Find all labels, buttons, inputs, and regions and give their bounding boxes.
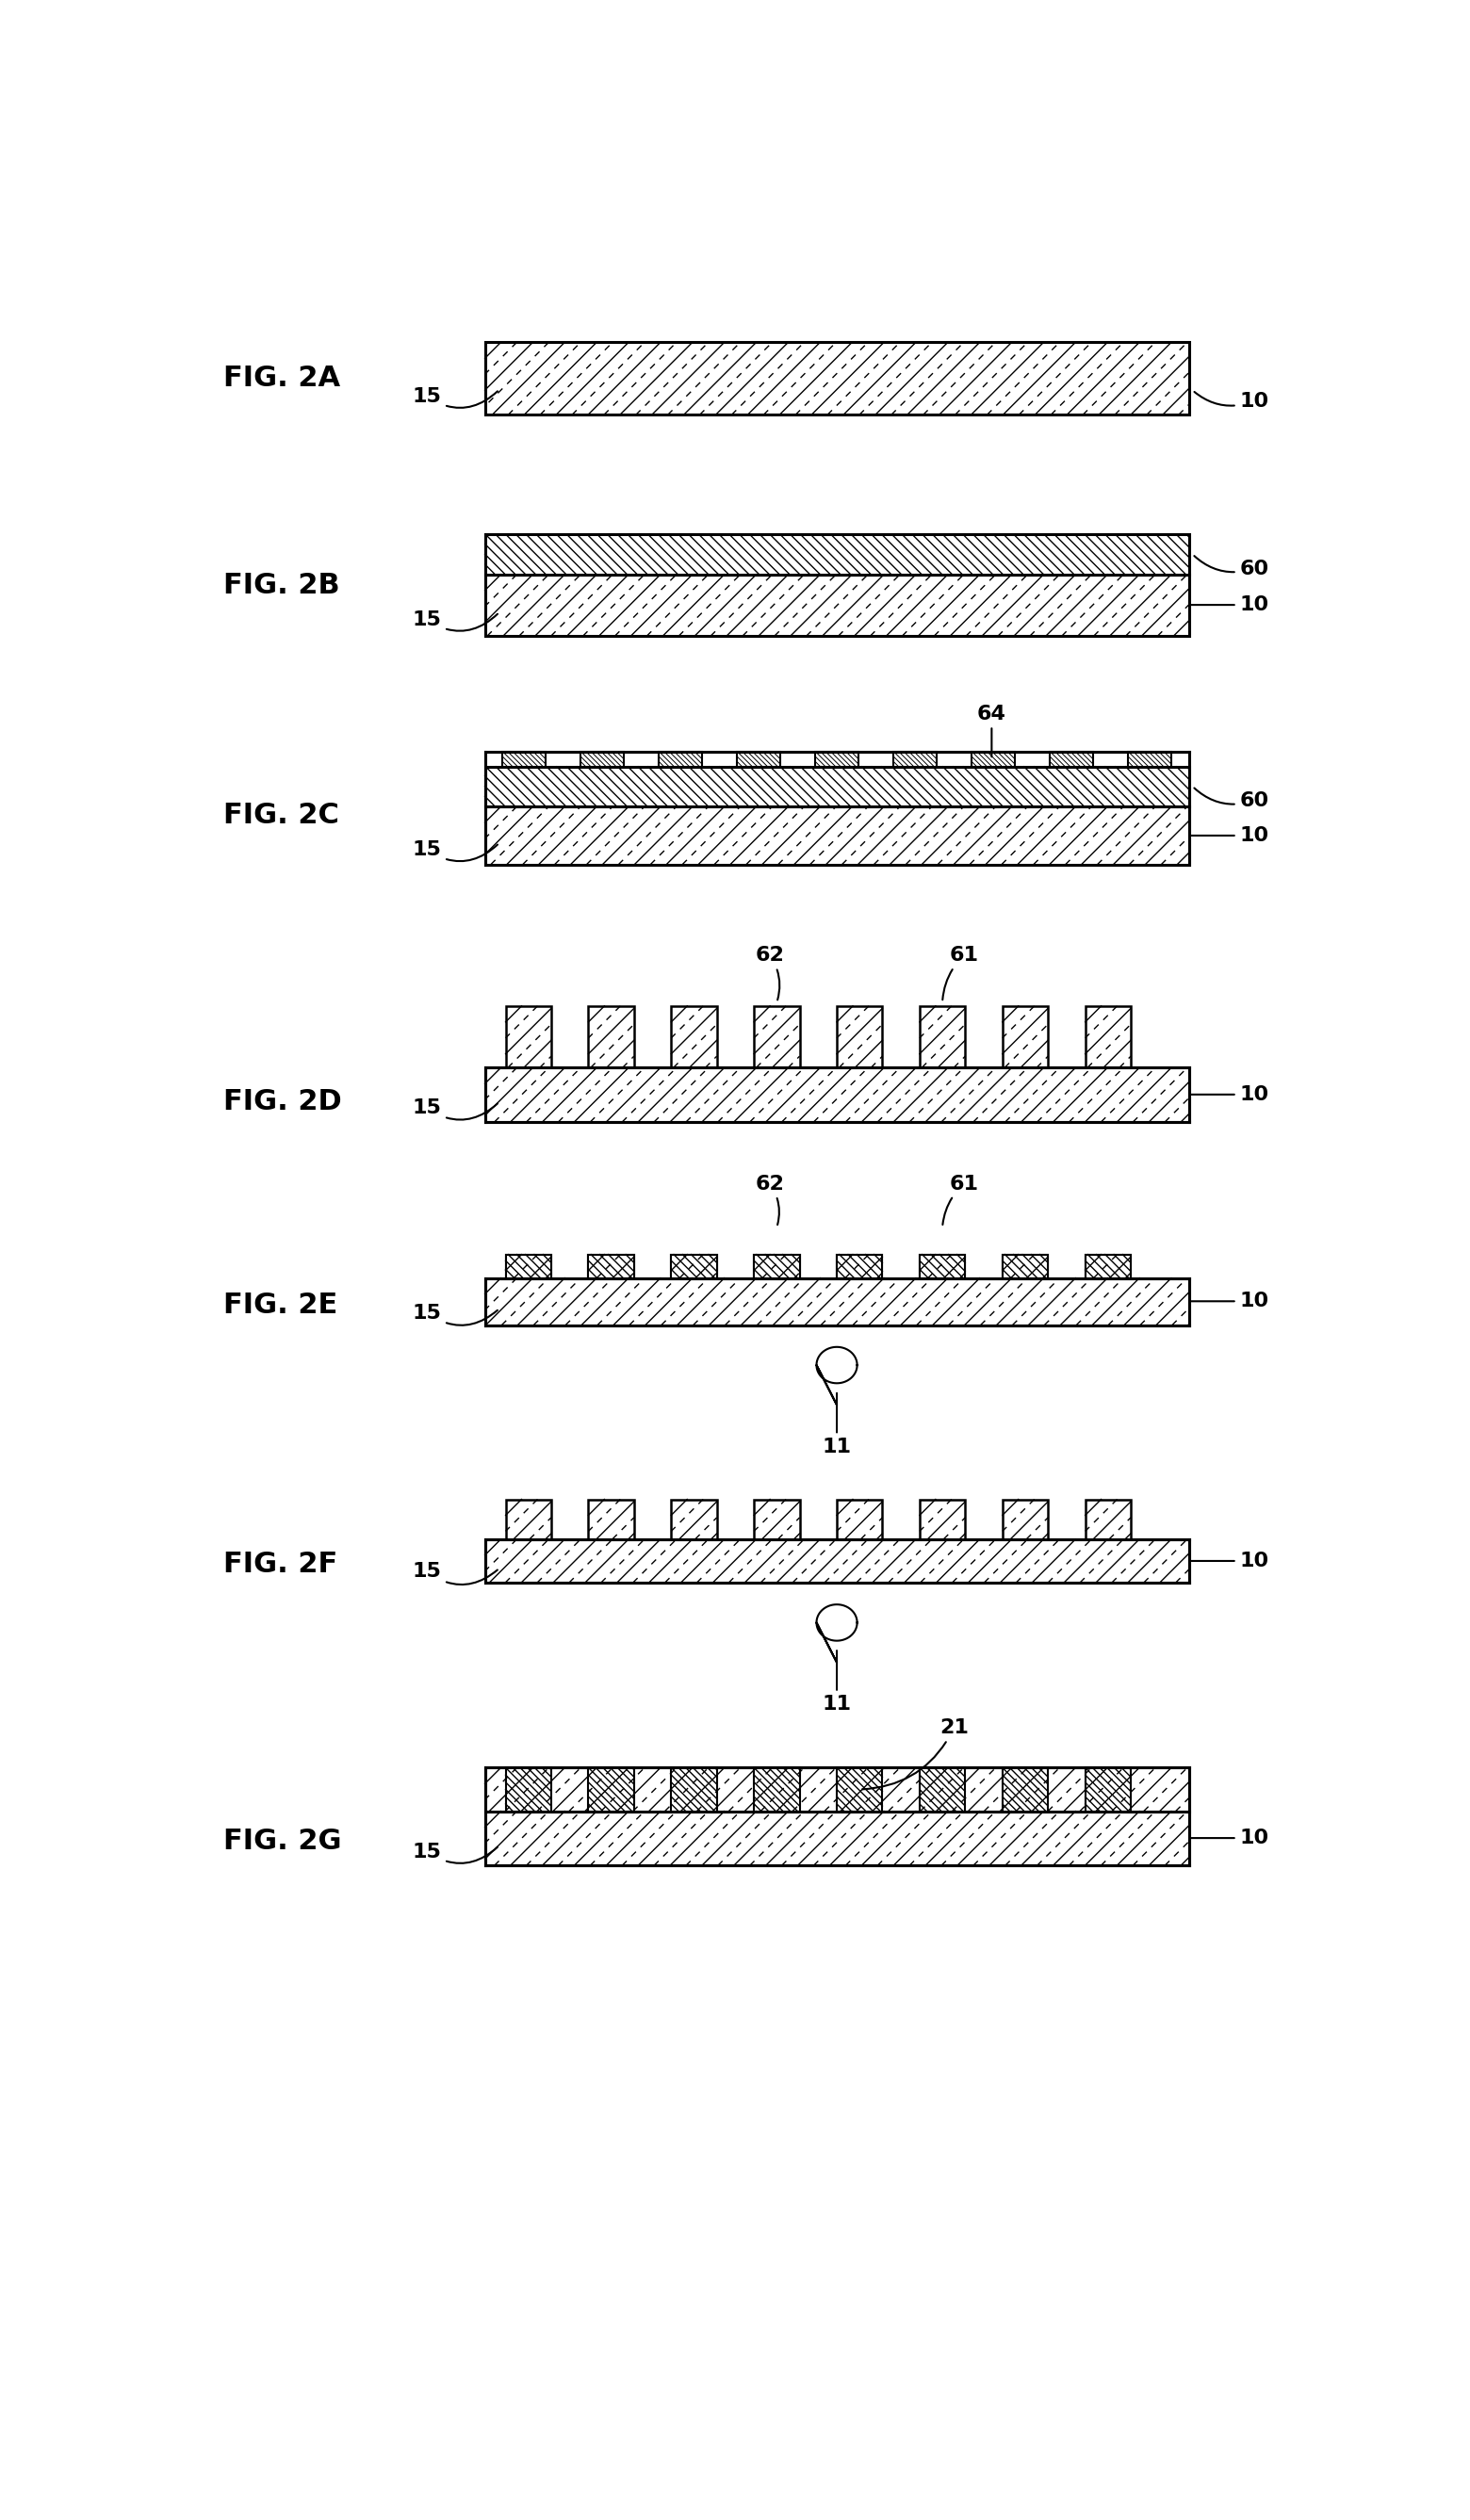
Bar: [1085, 1499, 1130, 1540]
Text: 15: 15: [412, 1303, 497, 1326]
Bar: [485, 1068, 1189, 1121]
Bar: [920, 1499, 966, 1540]
Bar: [836, 1005, 882, 1068]
Text: 10: 10: [1194, 391, 1269, 411]
Bar: [816, 751, 858, 766]
Text: 11: 11: [822, 1651, 851, 1714]
Bar: [485, 575, 1189, 635]
Bar: [672, 1005, 717, 1068]
Text: 10: 10: [1191, 1293, 1269, 1310]
Bar: [736, 751, 781, 766]
Bar: [836, 1767, 882, 1812]
Bar: [485, 1812, 1189, 1865]
Text: FIG. 2E: FIG. 2E: [223, 1290, 338, 1318]
Bar: [920, 1767, 966, 1812]
Bar: [659, 751, 701, 766]
Bar: [506, 1499, 551, 1540]
Bar: [754, 1005, 800, 1068]
Text: 10: 10: [1191, 1830, 1269, 1847]
Bar: [920, 1255, 966, 1278]
Text: 61: 61: [942, 1174, 979, 1225]
Bar: [588, 1255, 634, 1278]
Bar: [754, 1499, 800, 1540]
Text: FIG. 2A: FIG. 2A: [223, 365, 341, 393]
Bar: [506, 1767, 551, 1812]
Text: 60: 60: [1194, 557, 1269, 577]
Bar: [506, 1255, 551, 1278]
Text: FIG. 2C: FIG. 2C: [223, 801, 340, 829]
Bar: [1003, 1255, 1048, 1278]
Bar: [672, 1255, 717, 1278]
Bar: [503, 751, 545, 766]
Bar: [972, 751, 1014, 766]
Bar: [485, 1278, 1189, 1326]
Text: 15: 15: [412, 842, 497, 862]
Bar: [894, 751, 936, 766]
Bar: [920, 1005, 966, 1068]
Bar: [1003, 1767, 1048, 1812]
Text: 10: 10: [1191, 1086, 1269, 1104]
Text: FIG. 2B: FIG. 2B: [223, 572, 340, 600]
Bar: [588, 1255, 634, 1278]
Text: 62: 62: [756, 1174, 784, 1225]
Bar: [485, 1767, 1189, 1812]
Text: 10: 10: [1191, 827, 1269, 844]
Bar: [588, 1005, 634, 1068]
Bar: [672, 1255, 717, 1278]
Bar: [836, 1499, 882, 1540]
Text: 60: 60: [1194, 789, 1269, 809]
Text: FIG. 2F: FIG. 2F: [223, 1550, 338, 1578]
Text: 61: 61: [942, 945, 979, 1000]
Bar: [1003, 1499, 1048, 1540]
Text: 15: 15: [412, 610, 497, 630]
Bar: [581, 751, 623, 766]
Bar: [588, 1499, 634, 1540]
Bar: [588, 1767, 634, 1812]
Text: 62: 62: [756, 945, 784, 1000]
Text: 10: 10: [1191, 595, 1269, 615]
Bar: [506, 1005, 551, 1068]
Bar: [1003, 1005, 1048, 1068]
Bar: [485, 806, 1189, 864]
Text: 15: 15: [412, 388, 497, 408]
Bar: [672, 1499, 717, 1540]
Text: 15: 15: [412, 1842, 497, 1862]
Bar: [1085, 1767, 1130, 1812]
Bar: [1085, 1255, 1130, 1278]
Text: FIG. 2G: FIG. 2G: [223, 1827, 343, 1855]
Text: 21: 21: [863, 1719, 969, 1789]
Bar: [754, 1255, 800, 1278]
Text: 15: 15: [412, 1562, 497, 1585]
Bar: [754, 1767, 800, 1812]
Bar: [920, 1255, 966, 1278]
Bar: [485, 766, 1189, 806]
Bar: [1003, 1255, 1048, 1278]
Bar: [836, 1255, 882, 1278]
Bar: [485, 343, 1189, 416]
Text: FIG. 2D: FIG. 2D: [223, 1089, 343, 1116]
Bar: [485, 1540, 1189, 1583]
Text: 10: 10: [1191, 1552, 1269, 1570]
Text: 15: 15: [412, 1099, 497, 1119]
Bar: [754, 1255, 800, 1278]
Bar: [672, 1767, 717, 1812]
Bar: [485, 534, 1189, 575]
Text: 11: 11: [822, 1394, 851, 1457]
Bar: [1127, 751, 1172, 766]
Bar: [506, 1255, 551, 1278]
Bar: [1085, 1255, 1130, 1278]
Bar: [1050, 751, 1092, 766]
Bar: [1085, 1005, 1130, 1068]
Text: 64: 64: [978, 703, 1005, 756]
Bar: [836, 1255, 882, 1278]
